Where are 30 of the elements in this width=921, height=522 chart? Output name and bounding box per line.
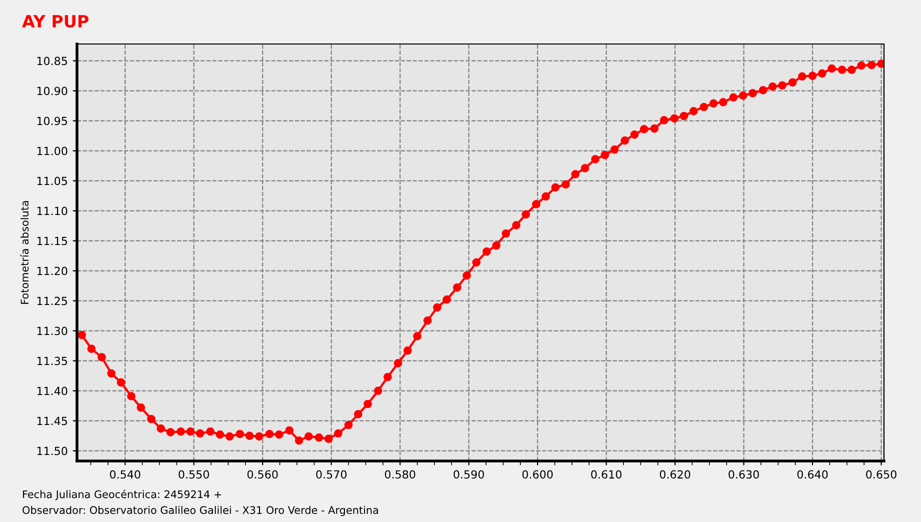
x-tick-label: 0.570 [316,470,346,479]
y-tick-label: 11.30 [37,326,68,336]
y-tick-label: 11.05 [37,176,67,186]
y-tick-label: 10.85 [37,56,67,66]
y-tick-label: 11.40 [37,386,68,396]
y-tick-label: 11.15 [37,236,67,246]
x-tick-label: 0.620 [660,470,690,479]
y-tick-label: 11.20 [37,266,68,276]
y-tick-label: 11.45 [37,416,67,426]
x-tick-label: 0.610 [591,470,622,479]
x-tick-label: 0.540 [110,470,140,479]
y-tick-label: 11.50 [37,446,68,456]
y-tick-label: 11.25 [37,296,67,306]
y-axis-title: Fotometría absoluta [20,201,29,304]
x-tick-label: 0.590 [454,470,484,479]
x-tick-label: 0.560 [247,470,278,479]
x-tick-label: 0.580 [384,470,416,479]
x-tick-label: 0.550 [178,470,210,479]
x-tick-label: 0.650 [866,470,896,479]
y-tick-label: 11.10 [37,206,68,216]
text: Observador: Observatorio Galileo Galilei - X31 Oro Verde - Argentina [22,506,378,516]
y-tick-label: 11.35 [37,356,67,366]
x-tick-label: 0.600 [522,470,553,479]
text: Fecha Juliana Geocéntrica: 2459214 + [23,490,222,500]
y-tick-label: 10.90 [37,86,68,96]
chart-title: AY PUP [22,15,88,28]
y-tick-label: 10.95 [37,116,67,126]
x-tick-label: 0.630 [728,470,759,479]
x-tick-label: 0.640 [797,470,828,479]
y-tick-label: 11.00 [37,146,68,156]
